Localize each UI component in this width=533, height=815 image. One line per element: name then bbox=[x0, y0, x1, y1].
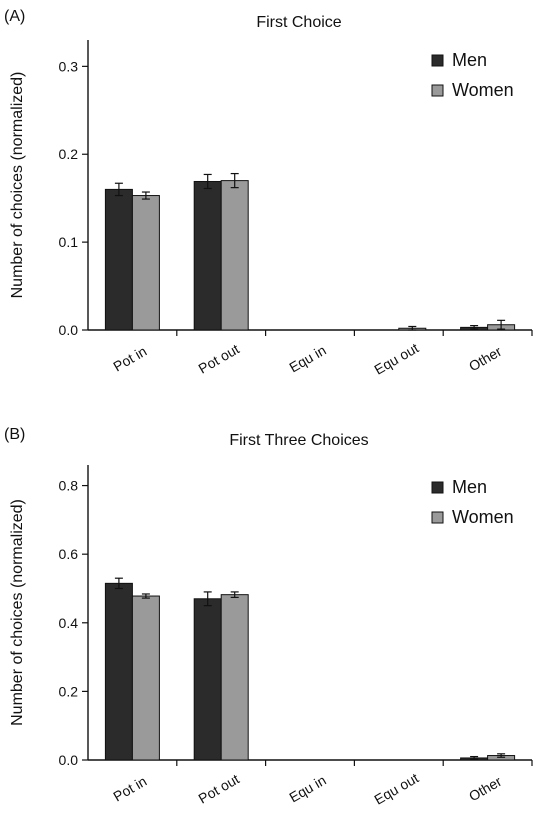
panel-label: (A) bbox=[4, 8, 25, 25]
x-tick-label: Pot in bbox=[110, 773, 149, 805]
legend-swatch-men bbox=[431, 54, 444, 67]
legend-swatch-men bbox=[431, 481, 444, 494]
y-tick-label: 0.0 bbox=[59, 322, 79, 338]
legend-swatch-women bbox=[431, 84, 444, 97]
bar-men bbox=[104, 188, 133, 331]
bar-women bbox=[131, 195, 160, 331]
y-tick-label: 0.8 bbox=[59, 478, 79, 494]
bar-men bbox=[193, 598, 222, 761]
x-tick-label: Equ in bbox=[286, 342, 328, 376]
x-tick-label: Pot in bbox=[110, 343, 149, 375]
x-tick-label: Other bbox=[466, 773, 505, 805]
bar-women bbox=[220, 594, 249, 761]
x-tick-label: Pot out bbox=[195, 771, 242, 807]
legend-label-women: Women bbox=[452, 80, 514, 100]
x-tick-label: Pot out bbox=[195, 341, 242, 377]
chart-title: First Choice bbox=[256, 14, 341, 31]
chart-title: First Three Choices bbox=[229, 432, 368, 449]
panel-b-first-three-choices: (B) First Three Choices Number of choices … bbox=[0, 407, 533, 815]
panel-label: (B) bbox=[4, 426, 25, 443]
y-tick-label: 0.2 bbox=[59, 146, 79, 162]
y-tick-label: 0.0 bbox=[59, 752, 79, 768]
bar-men bbox=[104, 582, 133, 761]
x-tick-label: Equ in bbox=[286, 772, 328, 806]
y-tick-label: 0.6 bbox=[59, 546, 79, 562]
legend-label-women: Women bbox=[452, 507, 514, 527]
y-tick-label: 0.1 bbox=[59, 234, 79, 250]
chart-first-choice: (A) First Choice Number of choices (normal… bbox=[4, 8, 533, 378]
x-tick-label: Other bbox=[466, 343, 505, 375]
panel-a-first-choice: (A) First Choice Number of choices (normal… bbox=[0, 0, 533, 407]
legend-label-men: Men bbox=[452, 477, 487, 497]
bar-women bbox=[131, 595, 160, 761]
chart-first-three-choices: (B) First Three Choices Number of choices … bbox=[4, 426, 533, 808]
y-tick-label: 0.2 bbox=[59, 683, 79, 699]
y-axis-label: Number of choices (normalized) bbox=[9, 72, 26, 299]
y-tick-label: 0.4 bbox=[59, 615, 79, 631]
x-tick-label: Equ out bbox=[371, 770, 421, 808]
legend-label-men: Men bbox=[452, 50, 487, 70]
y-tick-label: 0.3 bbox=[59, 58, 79, 74]
y-axis-label: Number of choices (normalized) bbox=[9, 499, 26, 726]
legend-swatch-women bbox=[431, 511, 444, 524]
bar-men bbox=[193, 180, 222, 331]
x-tick-label: Equ out bbox=[371, 340, 421, 378]
bar-women bbox=[220, 180, 249, 331]
